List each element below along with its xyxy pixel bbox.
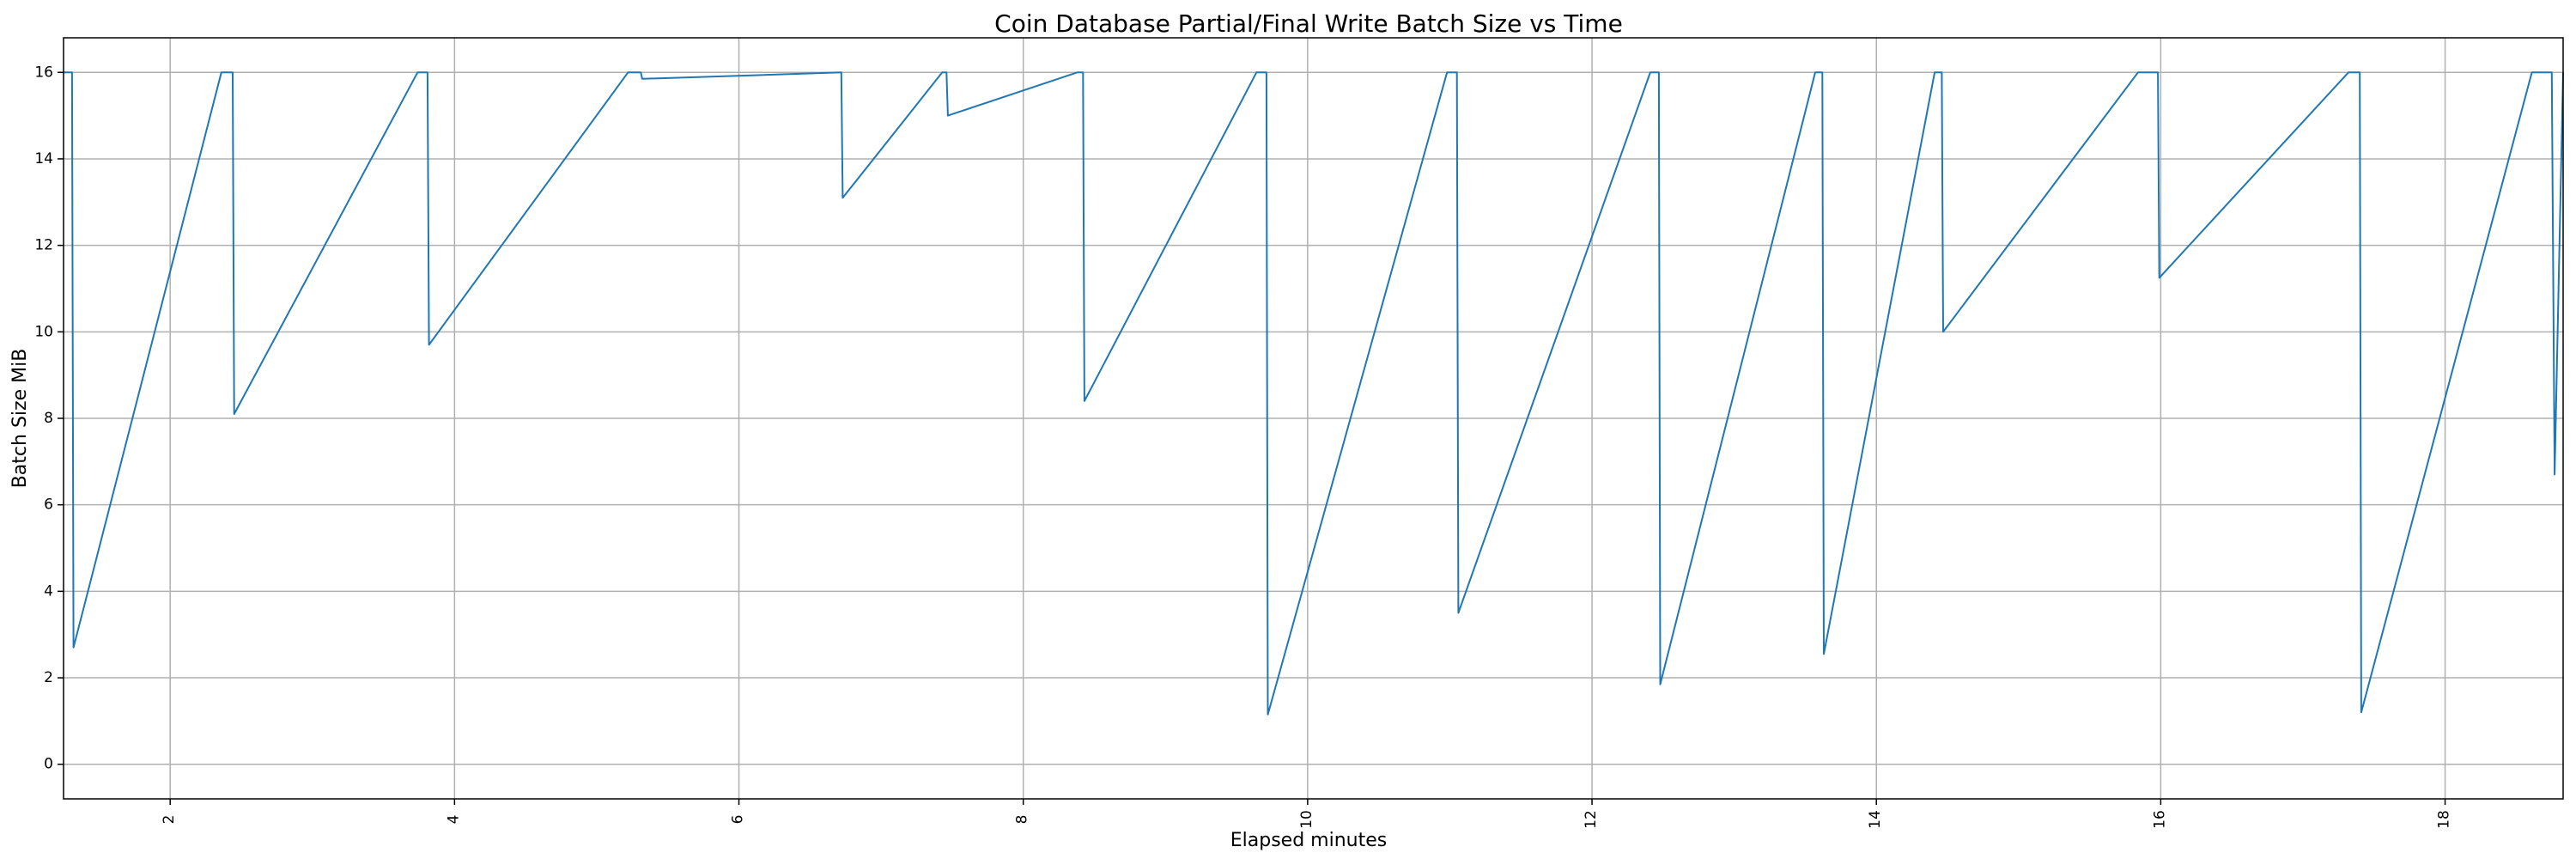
y-axis-label: Batch Size MiB xyxy=(9,349,31,489)
chart-title: Coin Database Partial/Final Write Batch … xyxy=(994,9,1623,38)
x-tick-label: 16 xyxy=(2151,810,2168,829)
y-tick-label: 14 xyxy=(34,150,53,168)
x-tick-label: 6 xyxy=(730,815,747,825)
series-layer xyxy=(64,71,2564,716)
y-tick-label: 8 xyxy=(44,410,53,427)
y-tick-label: 0 xyxy=(44,756,53,773)
x-tick-label: 14 xyxy=(1867,810,1884,829)
x-tick-label: 2 xyxy=(161,815,178,825)
x-tick-label: 8 xyxy=(1014,815,1031,825)
y-tick-label: 16 xyxy=(34,64,53,81)
grid xyxy=(64,38,2563,799)
y-tick-label: 4 xyxy=(44,582,53,600)
y-tick-label: 12 xyxy=(34,237,53,254)
x-axis-label: Elapsed minutes xyxy=(1230,830,1387,851)
y-tick-label: 6 xyxy=(44,497,53,514)
x-tick-label: 18 xyxy=(2436,810,2453,829)
y-tick-label: 2 xyxy=(44,669,53,686)
x-tick-label: 12 xyxy=(1583,810,1600,829)
x-tick-label: 4 xyxy=(445,815,462,825)
batch-size-series-line xyxy=(64,71,2564,716)
x-tick-label: 10 xyxy=(1298,810,1315,829)
y-tick-label: 10 xyxy=(34,323,53,340)
axis-ticks: 2 4 6 8 10 12 14 16 18 0 2 4 6 8 10 12 14 16 xyxy=(34,64,2452,829)
